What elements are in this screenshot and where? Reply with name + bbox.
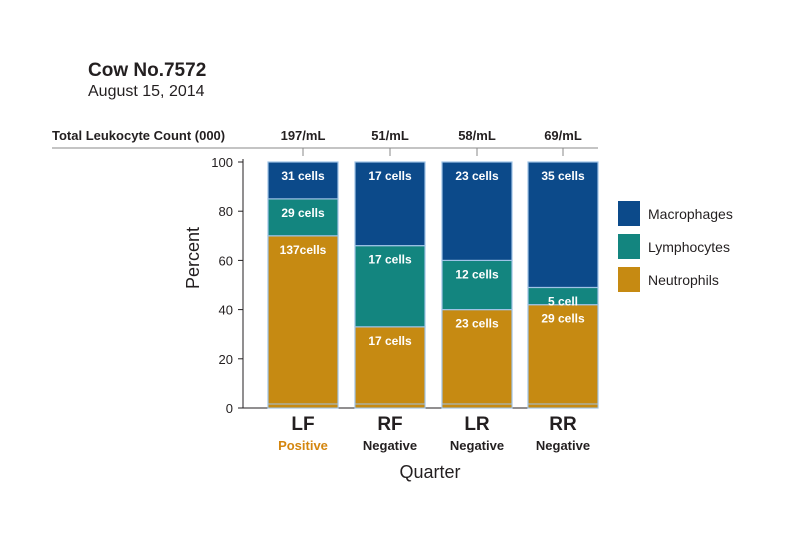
x-tick-label: RF [377,414,402,435]
bar-base [527,403,599,409]
bar-segment-macrophages [441,161,513,262]
status-label: Negative [450,438,504,453]
chart-date: August 15, 2014 [88,83,205,100]
y-tick-label: 100 [211,155,233,170]
data-label: 23 cells [455,317,499,331]
data-label: 137cells [280,243,327,257]
total-count-label: 58/mL [458,128,496,143]
chart-title: Cow No.7572 [88,60,207,81]
data-label: 17 cells [368,253,412,267]
legend-label-neutrophils: Neutrophils [648,272,719,288]
legend-label-lymphocytes: Lymphocytes [648,239,730,255]
data-label: 12 cells [455,267,499,281]
bar-segment-macrophages [354,161,426,247]
legend-swatch-macrophages [618,201,640,226]
x-axis-label: Quarter [399,462,460,482]
bar-segment-lymphocytes [267,198,339,237]
bar-segment-neutrophils [354,326,426,409]
y-tick-label: 60 [219,253,233,268]
data-label: 29 cells [541,312,585,326]
y-tick-label: 20 [219,352,233,367]
bar-segment-macrophages [527,161,599,289]
bar-segment-macrophages [267,161,339,200]
bar-segment-neutrophils [267,235,339,409]
legend-swatch-lymphocytes [618,234,640,259]
total-count-label: 51/mL [371,128,409,143]
total-count-label: 197/mL [281,128,326,143]
bar-base [267,403,339,409]
legend-swatch-neutrophils [618,267,640,292]
bar-base [354,403,426,409]
y-tick-label: 80 [219,204,233,219]
total-count-label: 69/mL [544,128,582,143]
y-axis-label: Percent [183,227,203,289]
status-label: Negative [363,438,417,453]
x-tick-label: RR [549,414,577,435]
data-label: 17 cells [368,169,412,183]
data-label: 31 cells [281,169,325,183]
status-label: Negative [536,438,590,453]
x-tick-label: LR [464,414,490,435]
count-row-label: Total Leukocyte Count (000) [52,128,225,143]
data-label: 29 cells [281,206,325,220]
x-tick-label: LF [291,414,314,435]
bar-base [441,403,513,409]
bar-segment-lymphocytes [354,245,426,328]
status-label: Positive [278,438,328,453]
bar-segment-neutrophils [527,304,599,409]
data-label: 5 cell [548,294,578,308]
data-label: 23 cells [455,169,499,183]
data-label: 35 cells [541,169,585,183]
legend-label-macrophages: Macrophages [648,206,733,222]
y-tick-label: 0 [226,401,233,416]
y-tick-label: 40 [219,303,233,318]
data-label: 17 cells [368,334,412,348]
